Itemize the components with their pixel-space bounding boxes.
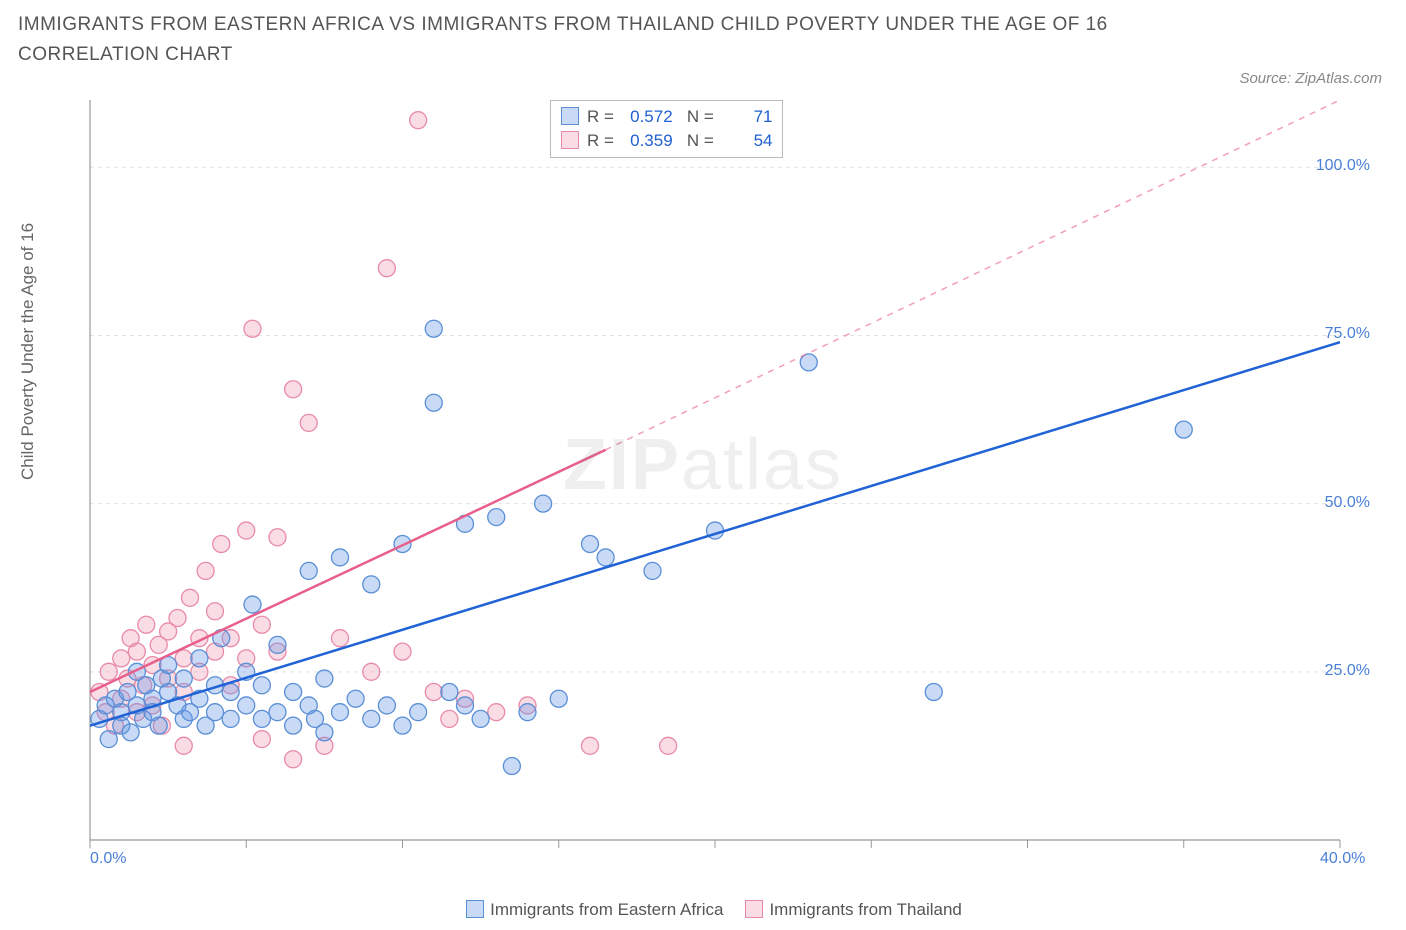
stats-row-eastern_africa: R = 0.572 N = 71 <box>561 105 772 129</box>
stats-n-value: 71 <box>718 105 772 129</box>
stats-row-thailand: R = 0.359 N = 54 <box>561 129 772 153</box>
y-tick-label: 75.0% <box>1325 325 1370 343</box>
stats-swatch <box>561 131 579 149</box>
stats-r-value: 0.359 <box>619 129 673 153</box>
chart-title: IMMIGRANTS FROM EASTERN AFRICA VS IMMIGR… <box>18 10 1118 71</box>
y-tick-label: 25.0% <box>1325 662 1370 680</box>
stats-n-value: 54 <box>718 129 772 153</box>
y-tick-label: 50.0% <box>1325 494 1370 512</box>
stats-r-label: R = <box>587 131 619 150</box>
stats-n-label: N = <box>687 107 719 126</box>
source-attribution: Source: ZipAtlas.com <box>1239 70 1382 87</box>
chart-area: R = 0.572 N = 71R = 0.359 N = 54 25.0%50… <box>60 100 1370 860</box>
legend-label: Immigrants from Eastern Africa <box>490 900 723 919</box>
stats-r-value: 0.572 <box>619 105 673 129</box>
stats-swatch <box>561 107 579 125</box>
legend-bottom: Immigrants from Eastern Africa Immigrants… <box>0 900 1406 920</box>
legend-label: Immigrants from Thailand <box>769 900 961 919</box>
stats-r-label: R = <box>587 107 619 126</box>
x-tick-label: 0.0% <box>90 850 126 868</box>
correlation-stats-box: R = 0.572 N = 71R = 0.359 N = 54 <box>550 100 783 158</box>
legend-swatch <box>745 900 763 918</box>
legend-swatch <box>466 900 484 918</box>
stats-n-label: N = <box>687 131 719 150</box>
x-tick-label: 40.0% <box>1320 850 1365 868</box>
y-axis-label: Child Poverty Under the Age of 16 <box>18 223 38 480</box>
scatter-plot-svg <box>60 100 1370 860</box>
y-tick-label: 100.0% <box>1316 157 1370 175</box>
